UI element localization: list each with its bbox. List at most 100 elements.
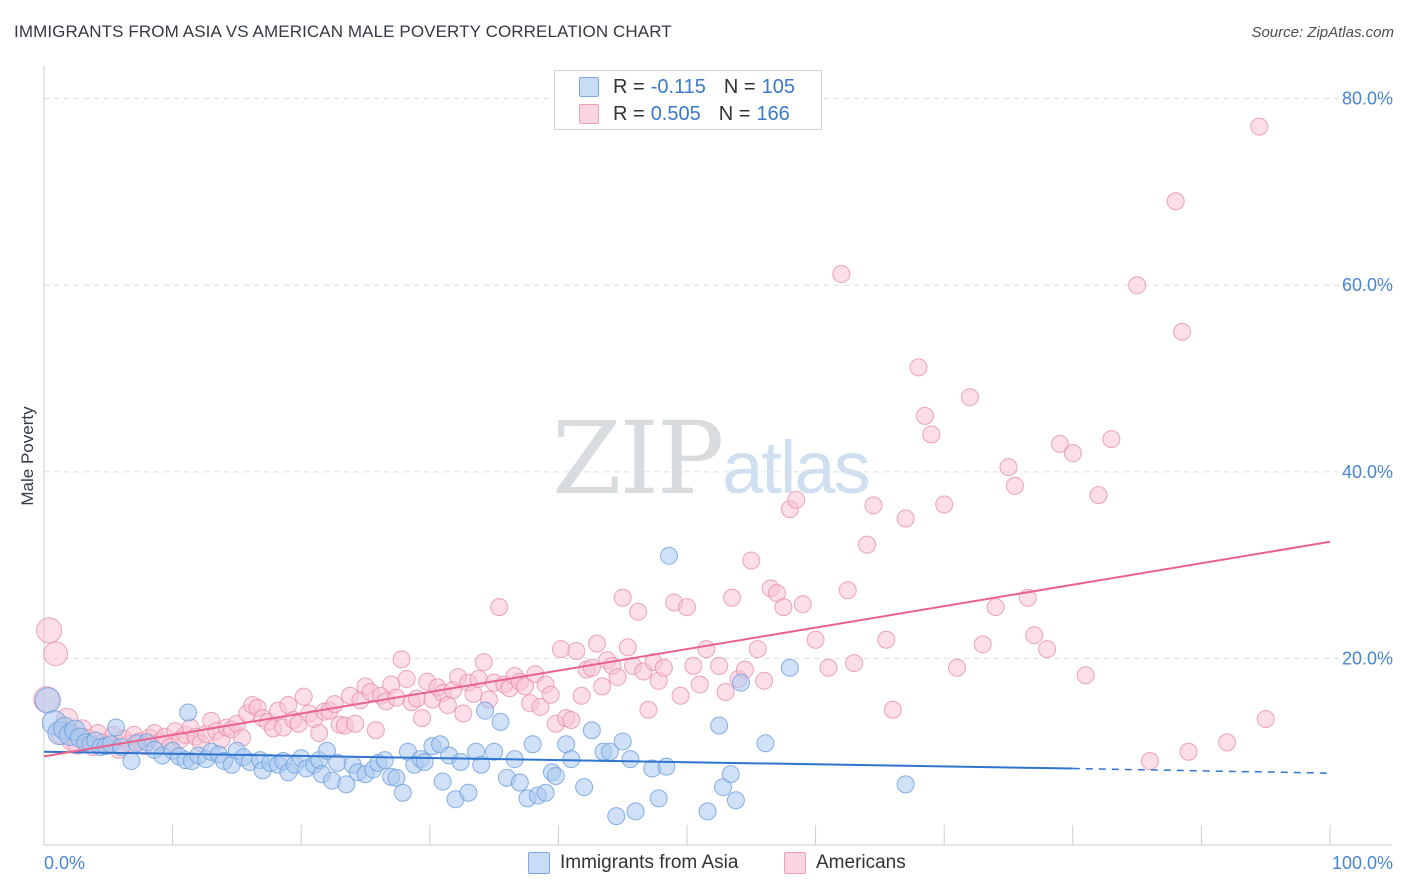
americans-point-88 bbox=[490, 598, 509, 617]
americans-point-167 bbox=[1089, 486, 1108, 505]
asia-point-99 bbox=[710, 716, 729, 735]
asia-point-62 bbox=[415, 752, 434, 771]
chart-title: IMMIGRANTS FROM ASIA VS AMERICAN MALE PO… bbox=[14, 22, 672, 41]
watermark: ZIPatlas bbox=[552, 400, 871, 517]
americans-point-151 bbox=[909, 358, 928, 377]
legend-label-asia: Immigrants from Asia bbox=[560, 852, 739, 873]
asia-point-15 bbox=[122, 752, 141, 771]
asia-point-97 bbox=[659, 546, 678, 565]
asia-point-85 bbox=[562, 750, 581, 769]
asia-point-71 bbox=[472, 755, 491, 774]
asia-point-68 bbox=[451, 752, 470, 771]
asia-point-102 bbox=[726, 791, 745, 810]
legend-item-americans[interactable]: Americans bbox=[784, 852, 906, 874]
americans-point-176 bbox=[1218, 733, 1237, 752]
americans-point-156 bbox=[960, 388, 979, 407]
legend-swatch-americans bbox=[579, 104, 599, 124]
americans-point-158 bbox=[986, 598, 1005, 617]
y-tick-label-3: 80.0% bbox=[1342, 89, 1393, 109]
americans-point-147 bbox=[864, 496, 883, 515]
asia-point-46 bbox=[317, 741, 336, 760]
americans-point-120 bbox=[654, 658, 673, 677]
americans-point-137 bbox=[774, 598, 793, 617]
americans-point-169 bbox=[1128, 276, 1147, 295]
asia-point-93 bbox=[626, 802, 645, 821]
asia-point-103 bbox=[732, 673, 751, 692]
legend-n-key: N = bbox=[718, 102, 751, 125]
asia-point-55 bbox=[375, 751, 394, 770]
americans-point-140 bbox=[793, 595, 812, 614]
y-tick-label-1: 40.0% bbox=[1342, 462, 1393, 482]
americans-point-64 bbox=[366, 721, 385, 740]
asia-point-84 bbox=[557, 735, 576, 754]
americans-point-93 bbox=[515, 677, 534, 696]
asia-point-96 bbox=[657, 757, 676, 776]
x-tick-label-0: 0.0% bbox=[44, 853, 85, 873]
americans-point-166 bbox=[1076, 666, 1095, 685]
asia-point-86 bbox=[575, 778, 594, 797]
americans-point-113 bbox=[618, 638, 637, 657]
americans-point-50 bbox=[294, 687, 313, 706]
americans-point-139 bbox=[787, 490, 806, 509]
asia-point-90 bbox=[607, 807, 626, 826]
americans-point-144 bbox=[838, 581, 857, 600]
asia-point-49 bbox=[337, 775, 356, 794]
legend-item-asia[interactable]: Immigrants from Asia bbox=[528, 852, 738, 874]
americans-point-159 bbox=[999, 458, 1018, 477]
asia-points bbox=[34, 546, 915, 826]
asia-point-65 bbox=[433, 772, 452, 791]
legend-n-value: 105 bbox=[761, 75, 795, 98]
americans-point-133 bbox=[748, 640, 767, 659]
legend-label-americans: Americans bbox=[816, 852, 906, 873]
americans-point-104 bbox=[572, 686, 591, 705]
americans-point-2 bbox=[43, 641, 68, 667]
americans-point-83 bbox=[464, 684, 483, 703]
legend-swatch-americans bbox=[784, 852, 806, 874]
americans-point-129 bbox=[723, 588, 742, 607]
americans-point-78 bbox=[438, 696, 457, 715]
americans-point-70 bbox=[397, 669, 416, 688]
y-tick-label-2: 60.0% bbox=[1342, 275, 1393, 295]
legend-swatch-asia bbox=[579, 77, 599, 97]
americans-point-148 bbox=[877, 630, 896, 649]
americans-point-96 bbox=[531, 697, 550, 716]
legend-r-value: -0.115 bbox=[650, 75, 706, 98]
asia-point-57 bbox=[387, 768, 406, 787]
americans-point-143 bbox=[832, 265, 851, 284]
americans-point-132 bbox=[742, 551, 761, 570]
americans-points bbox=[33, 117, 1275, 771]
americans-point-128 bbox=[716, 683, 735, 701]
americans-point-127 bbox=[710, 656, 729, 675]
americans-point-56 bbox=[325, 695, 344, 714]
legend-r-key: R = bbox=[613, 102, 645, 125]
americans-point-163 bbox=[1038, 640, 1057, 659]
asia-point-77 bbox=[510, 773, 529, 792]
legend-r-key: R = bbox=[613, 75, 645, 98]
asia-point-104 bbox=[756, 734, 775, 753]
americans-point-102 bbox=[562, 710, 581, 729]
americans-point-53 bbox=[310, 724, 329, 743]
americans-point-164 bbox=[1050, 434, 1069, 453]
americans-point-98 bbox=[541, 685, 560, 704]
americans-point-155 bbox=[948, 658, 967, 677]
americans-point-165 bbox=[1063, 444, 1082, 463]
americans-point-153 bbox=[922, 425, 941, 444]
watermark-zip: ZIP bbox=[552, 400, 724, 517]
series-legend: Immigrants from Asia Americans bbox=[0, 852, 1406, 878]
americans-point-108 bbox=[593, 677, 612, 696]
americans-point-85 bbox=[474, 653, 493, 672]
americans-point-160 bbox=[1005, 476, 1024, 495]
americans-point-100 bbox=[551, 640, 570, 659]
asia-trend-extension bbox=[1072, 767, 1331, 774]
asia-point-101 bbox=[721, 765, 740, 784]
asia-point-73 bbox=[485, 742, 504, 761]
americans-point-173 bbox=[1179, 742, 1198, 761]
asia-point-69 bbox=[459, 783, 478, 802]
trend-lines bbox=[43, 540, 1331, 774]
asia-point-83 bbox=[546, 766, 565, 785]
americans-point-145 bbox=[845, 654, 864, 673]
americans-point-106 bbox=[582, 658, 601, 677]
americans-point-115 bbox=[629, 602, 648, 621]
americans-point-152 bbox=[915, 406, 934, 425]
